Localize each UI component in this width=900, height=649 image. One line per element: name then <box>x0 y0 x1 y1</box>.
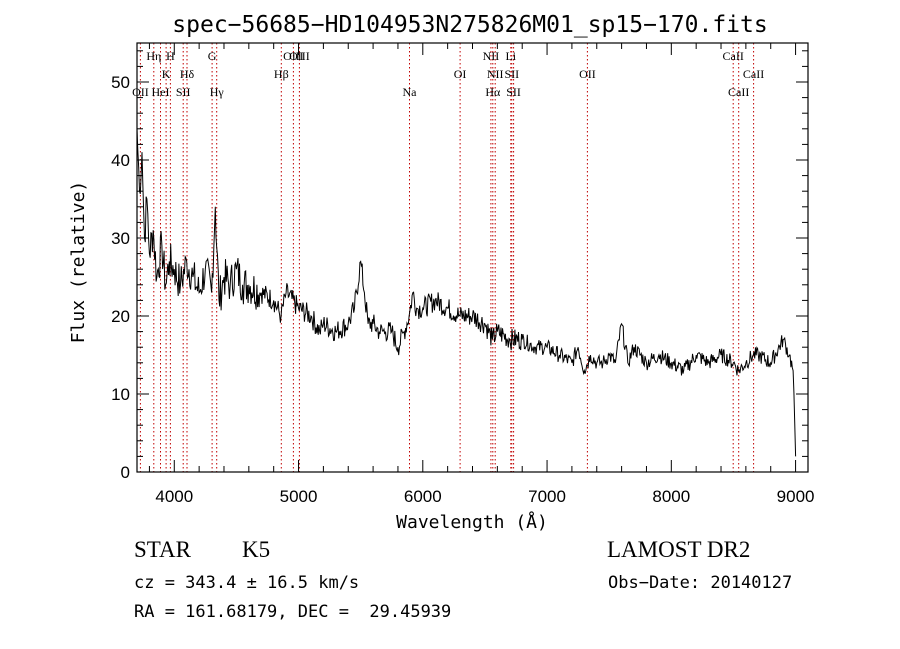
x-tick-label: 9000 <box>777 487 815 506</box>
reference-line-label: Hβ <box>274 67 289 81</box>
y-axis-ticks: 0 10 20 30 40 50 <box>111 50 808 482</box>
reference-line-label: CaII <box>743 67 764 81</box>
reference-line-label: CaII <box>723 49 744 63</box>
y-axis-label: Flux (relative) <box>68 181 89 344</box>
coordinates: RA = 161.68179, DEC = 29.45939 <box>134 602 452 622</box>
reference-line-label: Hδ <box>180 67 195 81</box>
y-tick-label: 50 <box>111 73 130 92</box>
observation-date: Obs−Date: 20140127 <box>608 573 793 593</box>
survey-name: LAMOST DR2 <box>607 537 751 562</box>
spectral-subclass: K5 <box>242 537 271 562</box>
reference-lines <box>139 43 755 472</box>
reference-line-label: Hη <box>146 49 161 63</box>
reference-line-label: Hγ <box>210 85 225 99</box>
y-tick-label: 40 <box>111 151 130 170</box>
reference-line-labels: OIIHηHeIKHSIIHδGHγHβOIIIOIIINaOINIIHαNII… <box>132 49 764 99</box>
reference-line-label: NII <box>487 67 504 81</box>
reference-line-label: OII <box>579 67 596 81</box>
reference-line-label: Na <box>403 85 418 99</box>
reference-line-label: SII <box>506 85 521 99</box>
reference-line-label: SII <box>176 85 191 99</box>
reference-line-label: CaII <box>728 85 749 99</box>
x-tick-label: 7000 <box>528 487 566 506</box>
reference-line-label: NII <box>483 49 500 63</box>
reference-line-label: SII <box>504 67 519 81</box>
redshift-value: cz = 343.4 ± 16.5 km/s <box>134 573 360 593</box>
reference-line-label: OIII <box>289 49 310 63</box>
y-tick-label: 30 <box>111 229 130 248</box>
object-class: STAR <box>134 537 191 562</box>
reference-line-label: OI <box>454 67 467 81</box>
x-tick-label: 8000 <box>652 487 690 506</box>
plot-frame <box>136 42 809 473</box>
y-tick-label: 10 <box>111 385 130 404</box>
y-tick-label: 0 <box>121 463 130 482</box>
x-axis-label: Wavelength (Å) <box>396 511 548 533</box>
spectrum-line <box>136 128 797 457</box>
x-axis-ticks: 4000 5000 6000 7000 8000 9000 <box>148 43 815 506</box>
reference-line-label: Li <box>505 49 516 63</box>
reference-line-label: K <box>162 67 171 81</box>
x-tick-label: 4000 <box>155 487 193 506</box>
reference-line-label: H <box>166 49 175 63</box>
reference-line-label: G <box>208 49 217 63</box>
y-tick-label: 20 <box>111 307 130 326</box>
chart-title: spec−56685−HD104953N275826M01_sp15−170.f… <box>172 12 767 38</box>
reference-line-label: HeI <box>152 85 170 99</box>
reference-line-label: Hα <box>485 85 501 99</box>
x-tick-label: 6000 <box>404 487 442 506</box>
reference-line-label: OII <box>132 85 149 99</box>
x-tick-label: 5000 <box>280 487 318 506</box>
